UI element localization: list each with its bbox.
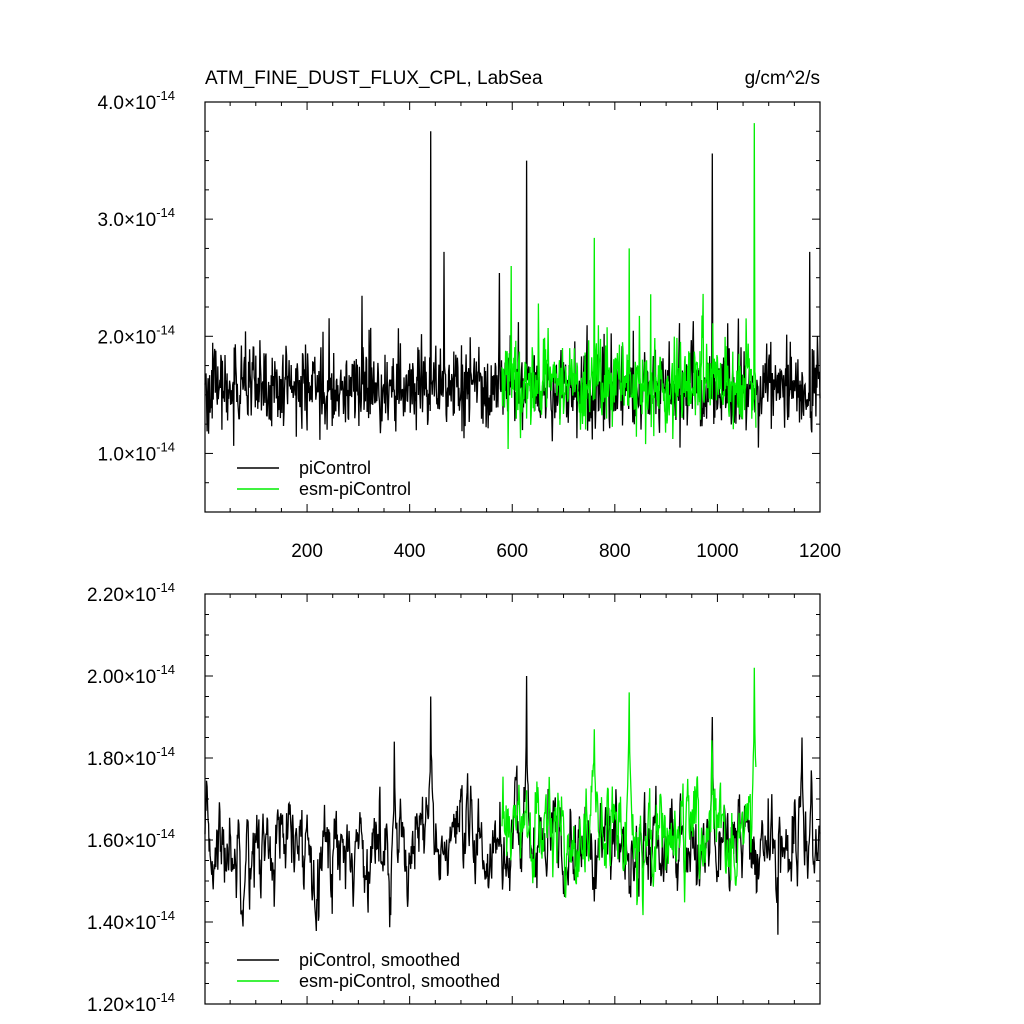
legend-label: piControl, smoothed (299, 950, 460, 970)
series-line-esm-picontrol (501, 667, 757, 916)
y-tick-label: 2.0×10-14 (98, 322, 175, 348)
legend-label: esm-piControl (299, 479, 411, 499)
legend-label: esm-piControl, smoothed (299, 971, 500, 991)
units-label: g/cm^2/s (745, 68, 820, 89)
y-tick-label: 2.20×10-14 (87, 580, 175, 606)
chart-title: ATM_FINE_DUST_FLUX_CPL, LabSea (205, 68, 543, 89)
legend-label: piControl (299, 458, 371, 478)
x-tick-label: 1200 (799, 541, 841, 562)
y-tick-label: 1.60×10-14 (87, 826, 175, 852)
y-tick-label: 3.0×10-14 (98, 205, 175, 231)
series-line-esm-picontrol (501, 123, 757, 450)
y-tick-label: 1.80×10-14 (87, 744, 175, 770)
x-tick-label: 1000 (696, 541, 738, 562)
x-tick-label: 600 (496, 541, 528, 562)
series-line-picontrol (204, 675, 821, 935)
x-tick-label: 800 (599, 541, 631, 562)
plot-frame (204, 593, 821, 1005)
y-tick-label: 1.40×10-14 (87, 908, 175, 934)
y-tick-label: 4.0×10-14 (98, 88, 175, 114)
top-panel: 200 400 600 800 1000 1200 1.0×10-14 2.0×10-14 3.… (98, 88, 842, 562)
y-tick-label: 1.20×10-14 (87, 990, 175, 1016)
y-tick-label: 2.00×10-14 (87, 662, 175, 688)
bottom-panel: 1.20×10-14 1.40×10-14 1.60×10-14 1.80×10-14… (87, 580, 821, 1016)
x-tick-label: 400 (394, 541, 426, 562)
plot-frame (204, 101, 821, 513)
series-line-picontrol (204, 131, 821, 448)
x-tick-label: 200 (291, 541, 323, 562)
y-tick-label: 1.0×10-14 (98, 439, 175, 465)
